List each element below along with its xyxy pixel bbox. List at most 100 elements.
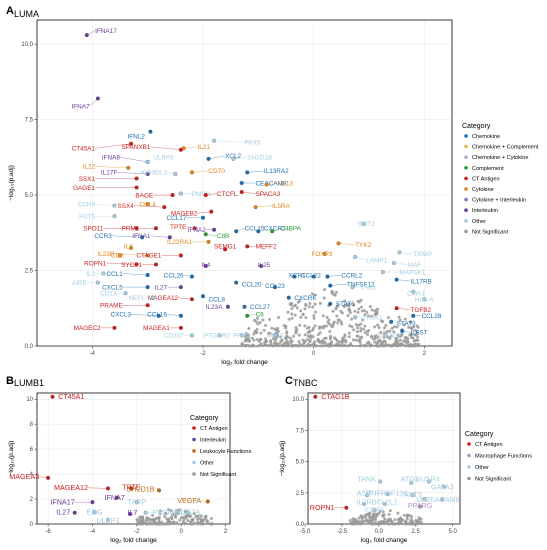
gene-label-il27: IL27 xyxy=(56,507,70,516)
point-spo11 xyxy=(134,226,139,231)
point-stat6 xyxy=(328,301,333,306)
not-significant-point xyxy=(305,326,309,330)
gene-label-pparg: PPARG xyxy=(408,501,433,510)
gene-label-ccl4: CCL4 xyxy=(139,201,156,208)
label-leader-line xyxy=(233,157,248,160)
plot-border xyxy=(36,392,231,525)
not-significant-point xyxy=(286,341,290,345)
gene-label-tarp: TARP xyxy=(128,497,147,506)
not-significant-point xyxy=(356,334,360,338)
point-stat3 xyxy=(389,319,394,324)
not-significant-point xyxy=(184,516,188,520)
label-leader-line xyxy=(117,172,148,175)
not-significant-point xyxy=(328,337,332,341)
not-significant-point xyxy=(280,343,284,347)
not-significant-point xyxy=(303,324,307,328)
not-significant-point xyxy=(310,292,314,296)
y-tick-label: 2.5 xyxy=(296,491,305,497)
not-significant-point xyxy=(144,522,148,526)
not-significant-point xyxy=(357,516,361,520)
gene-label-il23a: IL23A xyxy=(206,304,223,311)
not-significant-point xyxy=(370,314,374,318)
x-tick-label: -2 xyxy=(134,529,140,535)
not-significant-point xyxy=(395,325,399,329)
not-significant-point xyxy=(178,518,182,522)
not-significant-point xyxy=(328,329,332,333)
point-cxcr2 xyxy=(256,229,261,234)
gene-label-cd2: CD2 xyxy=(111,253,124,260)
not-significant-point xyxy=(294,343,298,347)
label-leader-line xyxy=(197,211,212,214)
not-significant-point xyxy=(164,511,168,515)
x-tick-label: 0 xyxy=(180,529,184,535)
panel-title-tnbc: TNBC xyxy=(293,378,318,388)
not-significant-point xyxy=(199,514,203,518)
not-significant-point xyxy=(247,344,251,348)
not-significant-point xyxy=(357,300,361,304)
point-tyk2 xyxy=(336,241,341,246)
label-leader-line xyxy=(393,262,408,265)
point-il25 xyxy=(259,264,264,269)
y-tick-label: 5.0 xyxy=(25,193,34,199)
not-significant-point xyxy=(269,343,273,347)
not-significant-point xyxy=(201,522,205,526)
not-significant-point xyxy=(374,310,378,314)
not-significant-point xyxy=(257,339,261,343)
x-tick-label: 0 xyxy=(312,351,316,357)
not-significant-point xyxy=(377,326,381,330)
label-leader-line xyxy=(122,273,148,276)
not-significant-point xyxy=(403,336,407,340)
not-significant-point xyxy=(153,517,157,521)
legend: Category CT Antigen Interleukin Leukocyte F… xyxy=(190,415,252,478)
point-lamp1 xyxy=(353,254,358,259)
point-cd70 xyxy=(189,170,194,175)
not-significant-point xyxy=(383,340,387,344)
not-significant-point xyxy=(339,309,343,313)
not-significant-point xyxy=(393,522,397,526)
not-significant-point xyxy=(179,516,183,520)
not-significant-point xyxy=(158,512,162,516)
not-significant-point xyxy=(354,338,358,342)
point-tank xyxy=(378,479,383,484)
not-significant-point xyxy=(343,334,347,338)
not-significant-point xyxy=(342,304,346,308)
legend-swatch-chemokine xyxy=(464,134,468,138)
not-significant-point xyxy=(359,305,363,309)
point-mapsk1 xyxy=(380,270,385,275)
not-significant-point xyxy=(399,520,403,524)
label-leader-line xyxy=(167,314,181,317)
point-magea12 xyxy=(189,297,194,302)
gene-label-ceacam8: CEACAM8 xyxy=(256,180,287,187)
gene-label-ccl28: CCL28 xyxy=(422,313,442,320)
point-maf xyxy=(391,260,396,265)
gene-label-sycp1: SYCP1 xyxy=(121,262,142,269)
not-significant-point xyxy=(384,522,388,526)
not-significant-point xyxy=(394,337,398,341)
gene-label-c8b: C8B xyxy=(217,233,229,240)
gene-label-tyk2: TYK2 xyxy=(355,242,371,249)
not-significant-point xyxy=(366,332,370,336)
not-significant-point xyxy=(347,335,351,339)
gene-label-spo11: SPO11 xyxy=(83,226,104,233)
point-ccl17 xyxy=(201,215,206,220)
label-leader-line xyxy=(183,146,198,149)
not-significant-point xyxy=(336,318,340,322)
not-significant-point xyxy=(251,343,255,347)
point-fut5 xyxy=(112,214,117,219)
not-significant-point xyxy=(350,317,354,321)
not-significant-point xyxy=(247,327,251,331)
not-significant-point xyxy=(387,522,391,526)
not-significant-point xyxy=(174,514,178,518)
point-il23a xyxy=(225,304,230,309)
gene-label-ulbp3: ULBP3 xyxy=(97,516,120,525)
gene-label-ifna7: IFNA7 xyxy=(71,103,90,110)
not-significant-point xyxy=(381,340,385,344)
legend-swatch-other xyxy=(467,465,471,469)
x-tick-label: -6 xyxy=(45,529,51,535)
not-significant-point xyxy=(394,343,398,347)
point-ropn1 xyxy=(344,505,349,510)
gene-label-maf: MAF xyxy=(408,262,422,269)
not-significant-point xyxy=(279,335,283,339)
gene-label-ctcfl: CTCFL xyxy=(217,191,238,198)
point-cxcr6 xyxy=(286,295,291,300)
